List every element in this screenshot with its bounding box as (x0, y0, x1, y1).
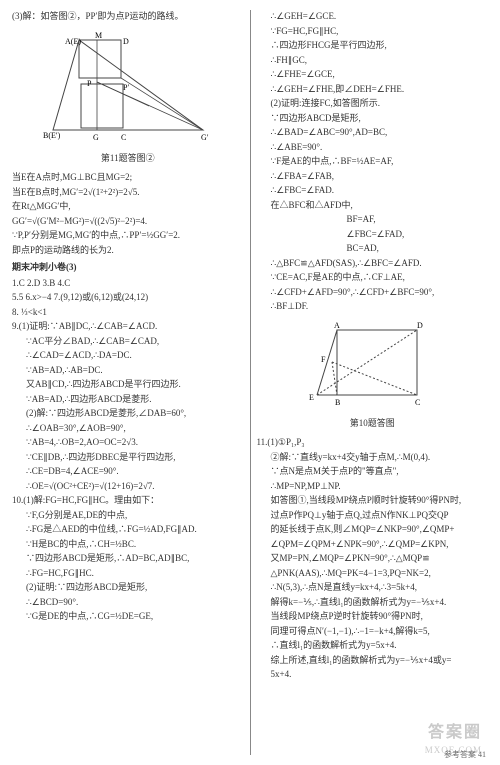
text-line: △PNK(AAS),∴MQ=PK=4−1=3,PQ=NK=2, (257, 567, 489, 581)
text-line: ∴直线l₁的函数解析式为y=5x+4. (257, 639, 489, 653)
text-line: 5x+4. (257, 668, 489, 682)
figure-1-caption: 第11题答图② (12, 152, 244, 166)
text-line: 11.(1)①P₁,P₃ (257, 436, 489, 450)
right-column: ∴∠GEH=∠GCE. ∵FG=HC,FG∥HC, ∴四边形FHCG是平行四边形… (257, 10, 489, 755)
text-line: ∵AB=AD,∴AB=DC. (12, 364, 244, 378)
text-line: 过点P作PQ⊥y轴于点Q,过点N作NK⊥PQ交QP (257, 509, 489, 523)
text-line: ∵F,G分别是AE,DE的中点, (12, 509, 244, 523)
text-line: ∵P,P′分别是MG,MG′的中点,∴PP′=½GG′=2. (12, 229, 244, 243)
text-line: ∴四边形FHCG是平行四边形, (257, 39, 489, 53)
svg-text:D: D (417, 321, 423, 330)
text-line: ∴N(5,3),∴点N是直线y=kx+4,∴3=5k+4, (257, 581, 489, 595)
text-line: 当线段MP绕点P逆时针旋转90°得PN时, (257, 610, 489, 624)
text-line: ∵四边形ABCD是矩形, (257, 112, 489, 126)
text-line: ∴∠GEH=∠GCE. (257, 10, 489, 24)
text-line: ②解:∵直线y=kx+4交y轴于点M,∴M(0,4). (257, 451, 489, 465)
figure-2-caption: 第10题答图 (257, 417, 489, 431)
text-line: ∴∠BCD=90°. (12, 596, 244, 610)
text-line: 当E在B点时,MG′=2√(1²+2²)=2√5. (12, 186, 244, 200)
text-line: ∴OE=√(OC²+CE²)=√(12+16)=2√7. (12, 480, 244, 494)
text-line: ∵F是AE的中点,∴BF=½AE=AF, (257, 155, 489, 169)
text-line: 1.C 2.D 3.B 4.C (12, 277, 244, 291)
text-line: ∴FG=HC,FG∥HC. (12, 567, 244, 581)
text-line: 8. ⅓<k<1 (12, 306, 244, 320)
text-line: ∴∠ABE=90°. (257, 141, 489, 155)
svg-text:E: E (309, 393, 314, 402)
rectangle-diagram-icon: A D F E B C (307, 320, 437, 415)
text-line: BC=AD, (257, 242, 489, 256)
svg-text:C: C (415, 398, 420, 407)
text-line: 综上所述,直线l₁的函数解析式为y=−⅕x+4或y= (257, 654, 489, 668)
text-line: ∴∠FHE=∠GCE, (257, 68, 489, 82)
text-line: (3)解：如答图②，PP′即为点P运动的路线。 (12, 10, 244, 24)
triangle-diagram-icon: A(E) M D P P′ B(E′) G C G′ (43, 30, 213, 150)
text-line: ∵H是BC的中点,∴CH=½BC. (12, 538, 244, 552)
text-line: 的延长线于点K,则∠MQP=∠NKP=90°,∠QMP+ (257, 523, 489, 537)
text-line: ∵CE=AC,F是AE的中点,∴CF⊥AE, (257, 271, 489, 285)
text-line: (2)证明:∵四边形ABCD是矩形, (12, 581, 244, 595)
svg-text:D: D (123, 37, 129, 46)
text-line: ∴∠CFD+∠AFD=90°,∴∠CFD+∠BFC=90°, (257, 286, 489, 300)
column-divider (250, 10, 251, 755)
section-heading: 期末冲刺小卷(3) (12, 261, 244, 275)
text-line: ∴CE=DB=4,∠ACE=90°. (12, 465, 244, 479)
figure-1: A(E) M D P P′ B(E′) G C G′ 第11题答图② (12, 30, 244, 166)
svg-text:B: B (335, 398, 340, 407)
text-line: 如答图①,当线段MP绕点P顺时针旋转90°得PN时, (257, 494, 489, 508)
svg-text:P: P (87, 79, 92, 88)
text-line: 又MP=PN,∠MQP=∠PKN=90°,∴△MQP≌ (257, 552, 489, 566)
svg-text:B(E′): B(E′) (43, 131, 61, 140)
page-columns: (3)解：如答图②，PP′即为点P运动的路线。 A(E) M D P P′ B(… (12, 10, 488, 755)
text-line: ∴MP=NP,MP⊥NP. (257, 480, 489, 494)
svg-text:M: M (95, 31, 102, 40)
text-line: BF=AF, (257, 213, 489, 227)
text-line: ∴FH∥GC, (257, 54, 489, 68)
text-line: ∵四边形ABCD是矩形,∴AD=BC,AD∥BC, (12, 552, 244, 566)
svg-text:C: C (121, 133, 126, 142)
text-line: ∵AC平分∠BAD,∴∠CAB=∠CAD, (12, 335, 244, 349)
text-line: (2)解:∵四边形ABCD是菱形,∠DAB=60°, (12, 407, 244, 421)
text-line: 5.5 6.x>−4 7.(9,12)或(6,12)或(24,12) (12, 291, 244, 305)
text-line: ∠QPM=∠QPM+∠NPK=90°,∴∠QMP=∠KPN, (257, 538, 489, 552)
watermark-url: MXQE.COM (425, 744, 482, 758)
figure-2: A D F E B C 第10题答图 (257, 320, 489, 431)
text-line: ∵CE∥DB,∴四边形DBEC是平行四边形, (12, 451, 244, 465)
text-line: 当E在A点时,MG⊥BC且MG=2; (12, 171, 244, 185)
text-line: 即点P的运动路线的长为2. (12, 244, 244, 258)
text-line: ∴∠BAD=∠ABC=90°,AD=BC, (257, 126, 489, 140)
text-line: 10.(1)解:FG=HC,FG∥HC。理由如下： (12, 494, 244, 508)
text-line: 同理可得点N′(−1,−1),∴−1=−k+4,解得k=5, (257, 625, 489, 639)
text-line: ∴BF⊥DF. (257, 300, 489, 314)
svg-text:A(E): A(E) (65, 37, 81, 46)
text-line: ∵AB=AD,∴四边形ABCD是菱形. (12, 393, 244, 407)
svg-text:G′: G′ (201, 133, 209, 142)
text-line: 又AB∥CD,∴四边形ABCD是平行四边形. (12, 378, 244, 392)
svg-text:A: A (334, 321, 340, 330)
text-line: GG′=√(G′M²−MG²)=√((2√5)²−2²)=4. (12, 215, 244, 229)
text-line: ∴∠GEH=∠FHE,即∠DEH=∠FHE. (257, 83, 489, 97)
watermark-text: 答案圈 (428, 721, 482, 745)
text-line: 在△BFC和△AFD中, (257, 199, 489, 213)
text-line: ∵点N是点M关于点P的"等直点", (257, 465, 489, 479)
text-line: 在Rt△MGG′中, (12, 200, 244, 214)
text-line: (2)证明:连接FC,如答图所示. (257, 97, 489, 111)
text-line: 9.(1)证明:∵AB∥DC,∴∠CAB=∠ACD. (12, 320, 244, 334)
text-line: ∵AB=4,∴OB=2,AO=OC=2√3. (12, 436, 244, 450)
text-line: ∴∠OAB=30°,∠AOB=90°, (12, 422, 244, 436)
text-line: ∵FG=HC,FG∥HC, (257, 25, 489, 39)
text-line: 解得k=−⅕,∴直线l₁的函数解析式为y=−⅕x+4. (257, 596, 489, 610)
svg-text:G: G (93, 133, 99, 142)
text-line: ∴∠FBC=∠FAD. (257, 184, 489, 198)
text-line: ∴△BFC≌△AFD(SAS),∴∠BFC=∠AFD. (257, 257, 489, 271)
text-line: ∴FG是△AED的中位线,∴FG=½AD,FG∥AD. (12, 523, 244, 537)
svg-text:P′: P′ (123, 83, 129, 92)
text-line: ∵G是DE的中点,∴CG=½DE=GE, (12, 610, 244, 624)
text-line: ∴∠CAD=∠ACD,∴DA=DC. (12, 349, 244, 363)
text-line: ∠FBC=∠FAD, (257, 228, 489, 242)
text-line: ∴∠FBA=∠FAB, (257, 170, 489, 184)
left-column: (3)解：如答图②，PP′即为点P运动的路线。 A(E) M D P P′ B(… (12, 10, 244, 755)
svg-text:F: F (321, 355, 326, 364)
